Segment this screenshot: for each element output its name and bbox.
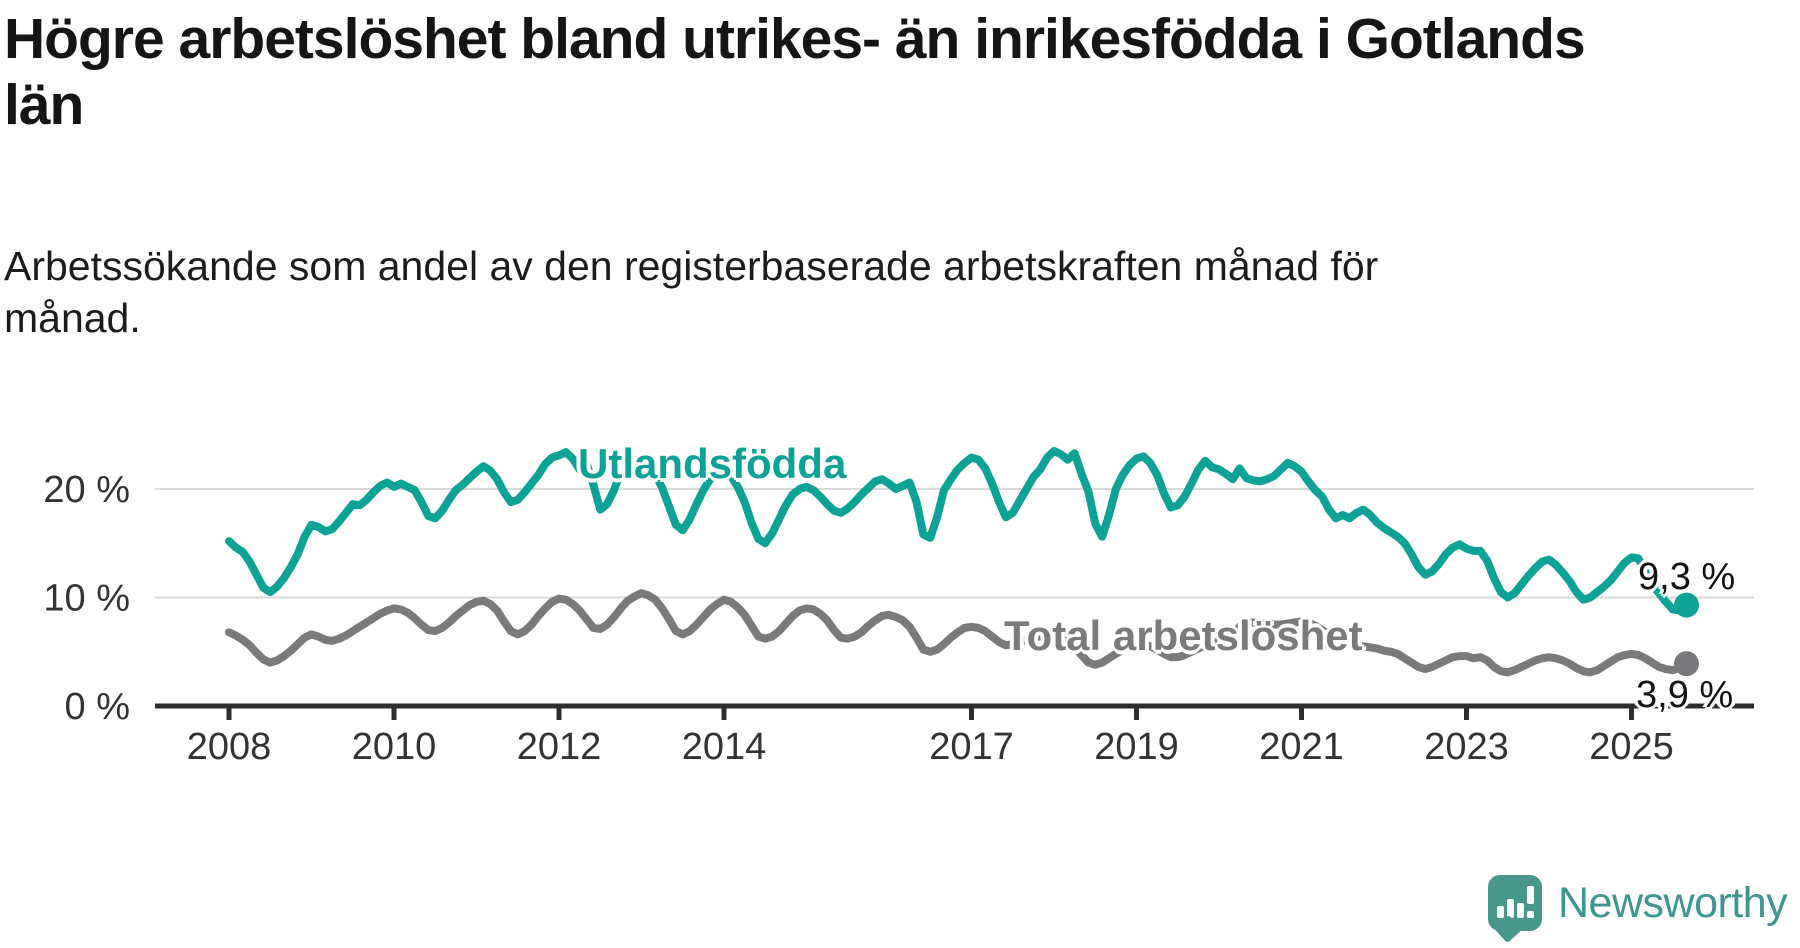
- series-end-dot-0: [1674, 592, 1699, 618]
- x-tick-label: 2014: [682, 726, 767, 768]
- logo-bar-small: [1497, 906, 1504, 918]
- x-tick-label: 2008: [187, 726, 272, 768]
- series-label-total-arbetsloshet: Total arbetslöshet: [1004, 612, 1363, 659]
- x-tick-label: 2017: [929, 726, 1014, 768]
- x-tick-label: 2010: [352, 726, 437, 768]
- series-label-utlandsfodda: Utlandsfödda: [578, 440, 847, 487]
- y-tick-label: 20 %: [43, 469, 130, 511]
- series-end-dot-1: [1674, 651, 1699, 677]
- series-line-1: [225, 589, 1691, 677]
- x-tick-label: 2023: [1424, 726, 1509, 768]
- brand-name: Newsworthy: [1558, 878, 1788, 927]
- logo-bar-medium: [1517, 903, 1524, 918]
- newsworthy-logo-icon: [1488, 875, 1542, 931]
- logo-bar-tall: [1507, 899, 1514, 918]
- latest-value-total: 3,9 %: [1636, 674, 1734, 716]
- page-title: Högre arbetslöshet bland utrikes- än inr…: [4, 7, 1586, 138]
- latest-value-utlandsfodda: 9,3 %: [1638, 556, 1736, 598]
- x-tick-label: 2012: [517, 726, 602, 768]
- y-tick-label: 10 %: [43, 578, 130, 620]
- x-tick-label: 2021: [1259, 726, 1344, 768]
- x-tick-label: 2025: [1589, 726, 1674, 768]
- brand-footer: Newsworthy: [1488, 872, 1788, 934]
- series-line-0: [225, 447, 1691, 615]
- y-tick-label: 0 %: [65, 686, 130, 728]
- x-tick-label: 2019: [1094, 726, 1179, 768]
- chart-subtitle: Arbetssökande som andel av den registerb…: [4, 243, 1379, 342]
- logo-exclamation-dot: [1527, 911, 1534, 918]
- logo-exclamation-bar: [1527, 886, 1534, 904]
